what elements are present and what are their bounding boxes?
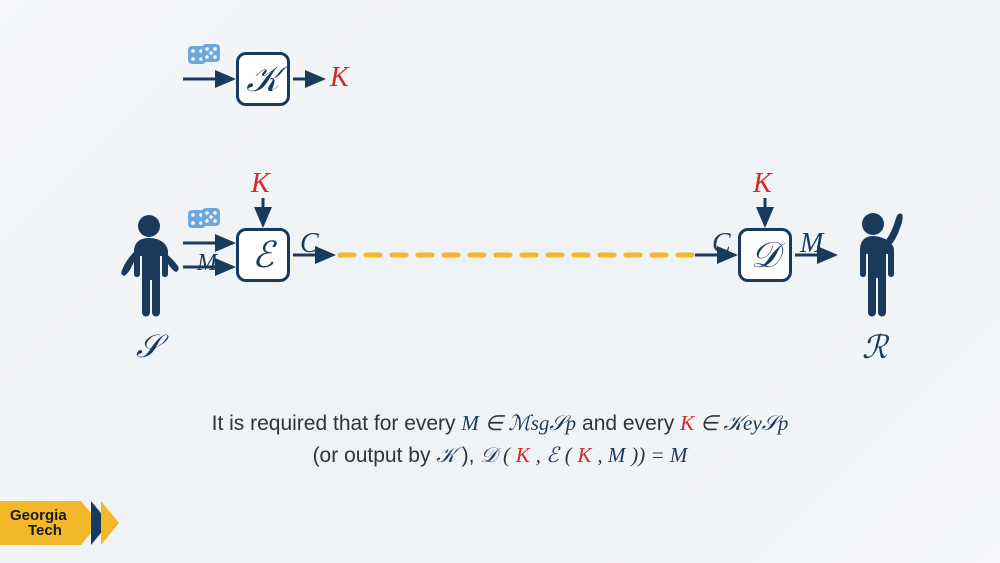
cipher-out-label: C — [300, 228, 319, 260]
sender-icon — [118, 212, 180, 327]
cipher-in-label: C — [712, 228, 731, 260]
caption-text: It is required that for every — [212, 412, 462, 435]
decrypt-box: 𝒟 — [738, 228, 792, 282]
crypto-diagram: 𝒦 ℰ 𝒟 K K K M C C M 𝒮 ℛ It is required t… — [0, 0, 1000, 563]
key-output-label: K — [330, 62, 349, 94]
georgia-tech-logo: Georgia Tech — [0, 501, 119, 545]
key-to-decrypt-label: K — [753, 168, 772, 200]
correctness-caption: It is required that for every M ∈ ℳsg𝒮p … — [50, 408, 950, 471]
message-in-label: M — [197, 250, 217, 277]
encrypt-box: ℰ — [236, 228, 290, 282]
logo-line2: Tech — [10, 523, 67, 538]
sender-label: 𝒮 — [136, 328, 161, 366]
receiver-label: ℛ — [862, 328, 888, 366]
logo-line1: Georgia — [10, 508, 67, 523]
receiver-icon — [842, 204, 904, 327]
dice-icon — [186, 36, 226, 75]
dice-icon — [186, 200, 226, 239]
message-out-label: M — [800, 228, 823, 260]
keygen-box: 𝒦 — [236, 52, 290, 106]
key-to-encrypt-label: K — [251, 168, 270, 200]
